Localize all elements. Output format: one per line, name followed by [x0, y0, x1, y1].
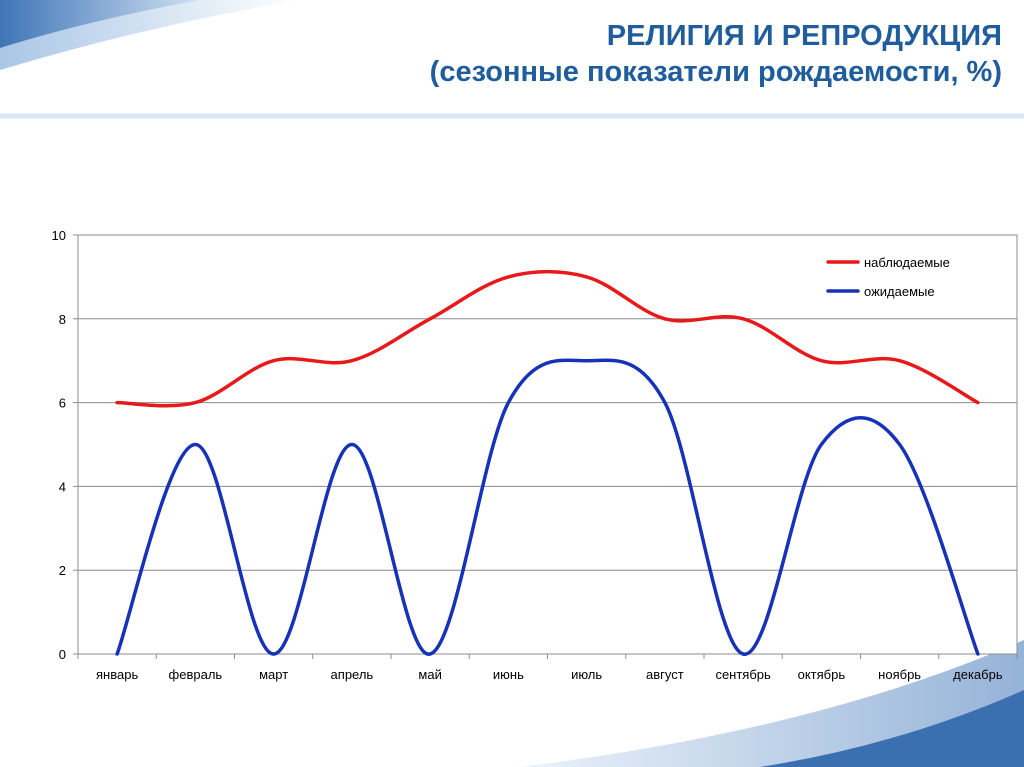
x-tick-label: июль: [571, 667, 602, 682]
x-tick-label: ноябрь: [878, 667, 921, 682]
y-tick-label: 0: [59, 647, 66, 662]
x-tick-label: март: [259, 667, 288, 682]
page-title: РЕЛИГИЯ И РЕПРОДУКЦИЯ: [606, 20, 1002, 52]
y-tick-label: 10: [52, 228, 66, 243]
series-line-observed: [115, 269, 980, 408]
title-block: РЕЛИГИЯ И РЕПРОДУКЦИЯ (сезонные показате…: [430, 18, 1002, 90]
y-tick-label: 4: [59, 479, 66, 494]
x-tick-label: февраль: [169, 667, 223, 682]
y-tick-label: 2: [59, 563, 66, 578]
page-subtitle: (сезонные показатели рождаемости, %): [429, 56, 1002, 88]
x-tick-label: октябрь: [798, 667, 846, 682]
x-tick-label: сентябрь: [715, 667, 771, 682]
x-tick-label: декабрь: [953, 667, 1003, 682]
legend-label: ожидаемые: [864, 284, 935, 299]
x-tick-label: январь: [96, 667, 138, 682]
legend-label: наблюдаемые: [864, 255, 950, 270]
y-tick-label: 8: [59, 312, 66, 327]
x-tick-label: август: [646, 667, 684, 682]
y-tick-label: 6: [59, 396, 66, 411]
x-tick-label: май: [418, 667, 441, 682]
x-tick-label: апрель: [331, 667, 374, 682]
x-tick-label: июнь: [493, 667, 524, 682]
series-line-expected: [115, 358, 980, 656]
